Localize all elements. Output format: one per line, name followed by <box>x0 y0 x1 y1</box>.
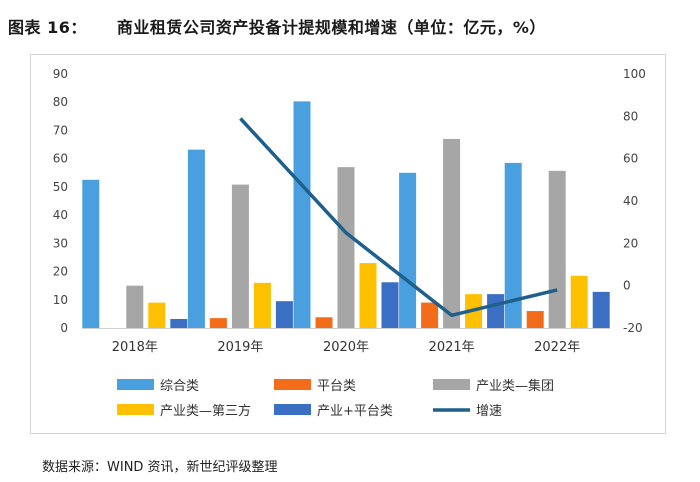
y-left-tick-label: 80 <box>53 95 68 109</box>
x-tick-label: 2020年 <box>323 340 369 355</box>
y-right-tick-label: 100 <box>623 67 646 81</box>
x-tick-label: 2021年 <box>429 340 475 355</box>
bar <box>443 138 461 328</box>
legend-label: 产业+平台类 <box>317 404 393 419</box>
bar <box>504 162 522 328</box>
legend-swatch <box>274 379 311 390</box>
y-right-tick-label: 60 <box>623 152 638 166</box>
legend-swatch <box>117 404 154 415</box>
bar <box>209 318 227 328</box>
y-right-tick-label: 40 <box>623 194 638 208</box>
bar <box>187 149 205 328</box>
bar <box>381 282 399 328</box>
legend-swatch <box>117 379 154 390</box>
y-left-tick-label: 50 <box>53 180 68 194</box>
figure-title-text: 商业租赁公司资产投备计提规模和增速（单位：亿元，%） <box>116 18 546 37</box>
bar <box>570 275 588 328</box>
legend-label: 产业类—第三方 <box>160 403 251 419</box>
bar <box>337 167 355 328</box>
chart: 0 10 20 30 40 50 60 70 80 90 -20 0 20 40 60 80 100 2018年 2… <box>53 67 646 419</box>
x-tick-label: 2022年 <box>534 340 580 355</box>
bar <box>82 179 100 328</box>
legend-swatch <box>274 404 311 415</box>
bar <box>399 172 417 328</box>
legend-label: 综合类 <box>160 379 199 394</box>
y-left-tick-label: 70 <box>53 123 68 137</box>
bar <box>487 294 505 328</box>
y-left-tick-label: 60 <box>53 152 68 166</box>
legend-label: 增速 <box>476 404 502 419</box>
growth-line <box>239 117 558 318</box>
bar <box>293 101 311 329</box>
bar <box>592 291 610 328</box>
chart-frame: 0 10 20 30 40 50 60 70 80 90 -20 0 20 40 60 80 100 2018年 2… <box>30 54 666 434</box>
legend-label: 产业类—集团 <box>476 378 554 394</box>
y-left-tick-label: 40 <box>53 208 68 222</box>
bar <box>170 318 188 328</box>
y-right-tick-label: -20 <box>623 321 643 335</box>
y-left-tick-label: 10 <box>53 293 68 307</box>
bar <box>231 184 249 328</box>
source-note: 数据来源：WIND 资讯，新世纪评级整理 <box>42 460 278 475</box>
bar <box>148 302 166 328</box>
figure-title: 图表 16： 商业租赁公司资产投备计提规模和增速（单位：亿元，%） <box>8 14 546 38</box>
legend-label: 平台类 <box>317 379 356 394</box>
y-right-tick-label: 0 <box>623 279 631 293</box>
bar <box>359 263 377 328</box>
y-left-tick-label: 30 <box>53 236 68 250</box>
bar <box>275 301 293 328</box>
bar <box>526 311 544 328</box>
y-left-tick-label: 90 <box>53 67 68 81</box>
bar <box>126 285 144 328</box>
bar <box>253 282 271 328</box>
y-right-tick-label: 20 <box>623 236 638 250</box>
legend-swatch <box>433 379 470 390</box>
y-right-tick-label: 80 <box>623 109 638 123</box>
bar <box>548 170 566 328</box>
x-tick-label: 2018年 <box>112 340 158 355</box>
y-left-tick-label: 20 <box>53 265 68 279</box>
y-left-tick-label: 0 <box>60 321 68 335</box>
bar <box>315 317 333 328</box>
bar <box>421 302 439 328</box>
x-tick-label: 2019年 <box>217 340 263 355</box>
figure-label: 图表 16： <box>8 18 87 37</box>
